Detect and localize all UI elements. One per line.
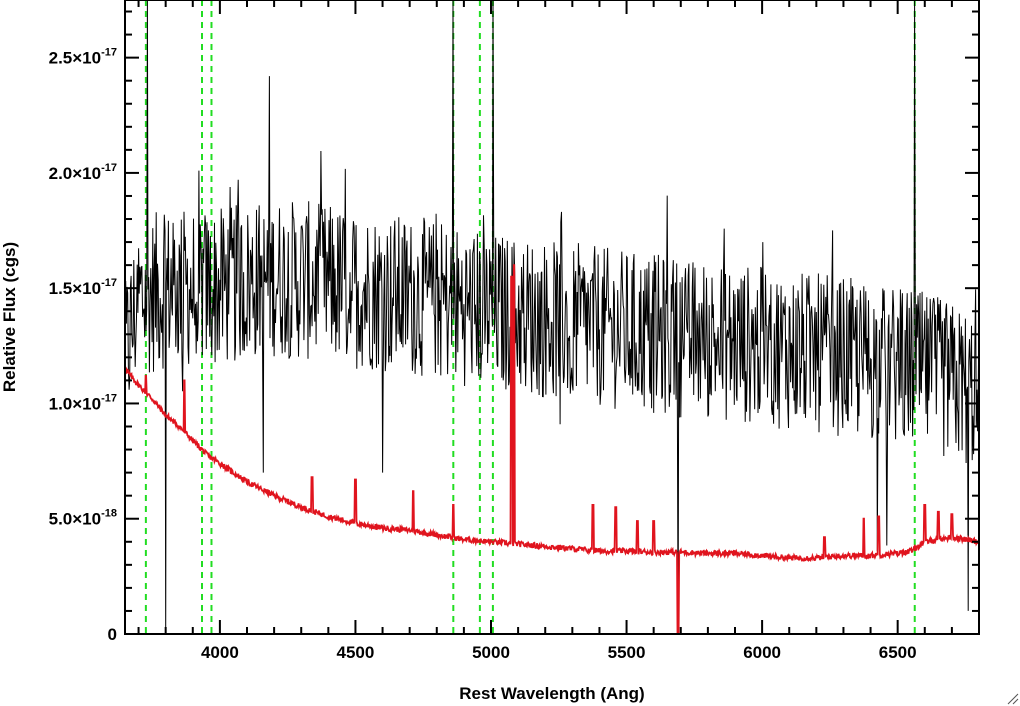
y-tick-label: 1.0×10-17 xyxy=(49,392,117,413)
resize-handle-icon[interactable] xyxy=(1007,693,1019,705)
y-tick-label: 1.5×10-17 xyxy=(49,277,117,298)
series-observed xyxy=(125,0,979,634)
x-tick-label: 5000 xyxy=(472,643,510,662)
plot-area xyxy=(125,0,979,634)
x-tick-label: 6500 xyxy=(879,643,917,662)
x-tick-label: 5500 xyxy=(608,643,646,662)
y-axis-tick-labels: 0 5.0×10-18 1.0×10-17 1.5×10-17 2.0×10-17 2.5… xyxy=(49,47,117,644)
x-axis-tick-labels: 4000 4500 5000 5500 6000 6500 xyxy=(201,643,917,662)
y-tick-label: 2.0×10-17 xyxy=(49,162,117,183)
y-tick-label: 5.0×10-18 xyxy=(49,508,117,529)
x-tick-label: 4000 xyxy=(201,643,239,662)
series-model-line xyxy=(125,264,979,634)
x-axis-title: Rest Wavelength (Ang) xyxy=(459,684,644,703)
y-axis-title: Relative Flux (cgs) xyxy=(0,242,19,392)
y-axis-ticks xyxy=(125,10,979,635)
x-tick-label: 4500 xyxy=(337,643,375,662)
x-axis-ticks xyxy=(137,0,980,634)
y-tick-label: 2.5×10-17 xyxy=(49,47,117,68)
plot-frame xyxy=(124,0,980,635)
x-tick-label: 6000 xyxy=(743,643,781,662)
y-tick-label: 0 xyxy=(108,625,117,644)
series-observed-line xyxy=(125,0,979,634)
series-model xyxy=(125,264,979,634)
